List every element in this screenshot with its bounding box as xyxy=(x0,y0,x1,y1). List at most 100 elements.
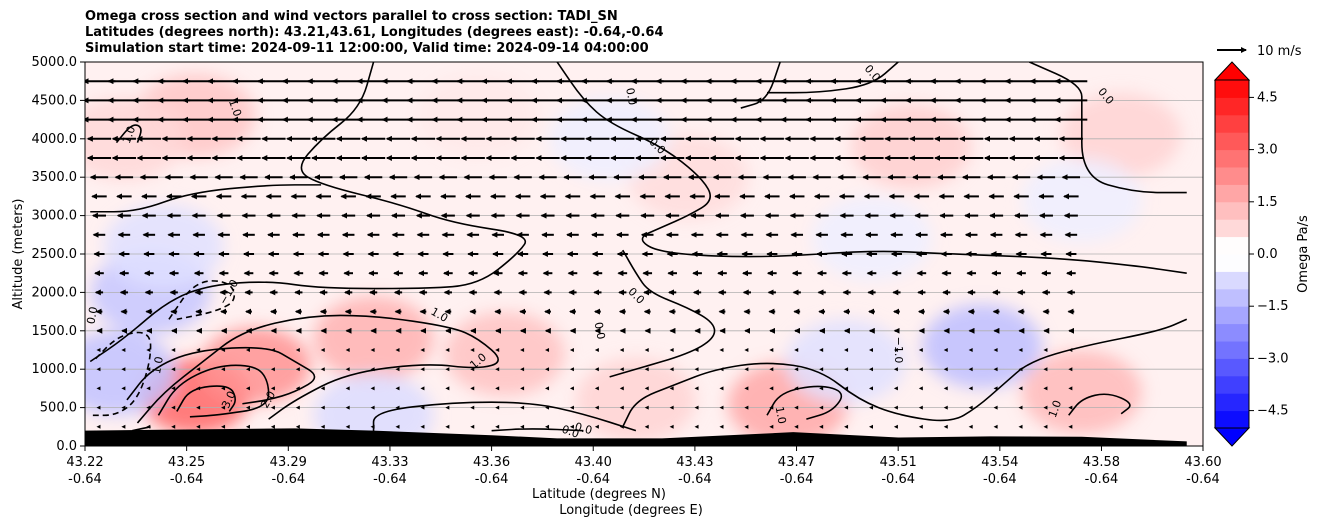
wind-vector xyxy=(719,424,724,429)
wind-vector xyxy=(121,386,126,391)
wind-vector xyxy=(470,367,475,372)
colorbar-tick-label: 1.5 xyxy=(1257,195,1278,210)
colorbar-tick-label: 0.0 xyxy=(1257,247,1278,262)
x-tick-label-lon: -0.64 xyxy=(271,472,305,487)
wind-vector xyxy=(221,424,226,429)
wind-vector xyxy=(345,405,350,410)
wind-vector xyxy=(545,424,550,429)
wind-vector xyxy=(121,367,126,372)
x-tick-label-lon: -0.64 xyxy=(983,472,1017,487)
wind-vector xyxy=(719,405,724,410)
colorbar-tick-label: 3.0 xyxy=(1257,143,1278,158)
wind-vector xyxy=(644,424,649,429)
wind-vector xyxy=(295,386,300,391)
colorbar-segment xyxy=(1215,236,1249,255)
wind-vector xyxy=(320,424,325,429)
wind-vector xyxy=(270,386,275,391)
wind-vector xyxy=(819,405,824,410)
wind-vector xyxy=(769,424,774,429)
omega-region xyxy=(1021,158,1142,243)
y-axis-ticks: 0.0 500.0 1000.0 1500.0 2000.0 2500.0 3000.0 35… xyxy=(32,55,85,454)
colorbar-segment xyxy=(1215,97,1249,116)
wind-vector xyxy=(744,386,749,391)
contour-line xyxy=(89,62,527,363)
wind-vector xyxy=(968,424,973,429)
wind-vector xyxy=(221,348,226,352)
colorbar-extend-top xyxy=(1213,61,1251,81)
wind-vector xyxy=(719,367,724,372)
wind-vector xyxy=(1018,405,1023,410)
wind-vectors xyxy=(85,78,1088,429)
wind-vector xyxy=(96,386,101,391)
contour-line xyxy=(491,428,584,432)
wind-vector xyxy=(719,386,724,391)
wind-vector xyxy=(196,405,201,410)
wind-vector xyxy=(245,367,250,372)
x-axis-ticks: 43.22 -0.64 43.25 -0.64 43.29 -0.64 43.33 -0.64… xyxy=(66,446,1222,487)
wind-vector xyxy=(146,424,151,429)
contour-line xyxy=(126,346,316,405)
wind-vector xyxy=(171,348,176,352)
wind-vector xyxy=(146,386,151,391)
wind-vector xyxy=(96,405,101,410)
wind-vector xyxy=(1043,367,1048,372)
wind-vector xyxy=(794,386,799,391)
wind-vector xyxy=(395,367,400,372)
wind-vector xyxy=(844,386,849,391)
wind-vector xyxy=(345,424,350,429)
wind-vector xyxy=(245,348,250,352)
wind-vector xyxy=(295,424,300,429)
wind-vector xyxy=(844,424,849,429)
colorbar-segment xyxy=(1215,114,1249,133)
wind-vector xyxy=(245,424,250,429)
wind-vector xyxy=(993,367,998,372)
wind-vector xyxy=(893,424,898,429)
x-tick-label-lat: 43.22 xyxy=(66,455,103,470)
wind-vector xyxy=(644,405,649,410)
colorbar-extend-bottom xyxy=(1213,427,1251,447)
wind-vector xyxy=(395,386,400,391)
wind-vector xyxy=(644,348,649,352)
wind-vector xyxy=(345,367,350,372)
wind-vector xyxy=(295,348,300,352)
wind-vector xyxy=(320,386,325,391)
colorbar-tick-label: −4.5 xyxy=(1257,404,1289,419)
wind-vector xyxy=(420,405,425,410)
colorbar-segment xyxy=(1215,149,1249,168)
x-tick-label-lon: -0.64 xyxy=(576,472,610,487)
wind-vector xyxy=(569,405,574,410)
wind-vector xyxy=(619,386,624,391)
wind-vector xyxy=(1018,348,1023,352)
wind-vector xyxy=(594,405,599,410)
x-tick-label-lat: 43.29 xyxy=(270,455,307,470)
contour-label: 1.0 xyxy=(226,97,244,118)
wind-vector xyxy=(769,405,774,410)
omega-region xyxy=(575,357,696,442)
wind-vector xyxy=(968,367,973,372)
wind-vector xyxy=(221,367,226,372)
wind-vector xyxy=(370,386,375,391)
wind-vector xyxy=(868,386,873,391)
wind-vector xyxy=(619,405,624,410)
x-tick-label-lon: -0.64 xyxy=(373,472,407,487)
colorbar-segment xyxy=(1215,323,1249,342)
wind-vector xyxy=(420,386,425,391)
chart-title: Omega cross section and wind vectors par… xyxy=(85,9,664,56)
wind-vector xyxy=(270,367,275,372)
contour-label: 1.0 xyxy=(150,356,166,375)
omega-region xyxy=(418,73,539,158)
y-tick-label: 3500.0 xyxy=(32,170,78,185)
wind-vector xyxy=(445,405,450,410)
x-tick-label-lat: 43.36 xyxy=(473,455,510,470)
wind-vector xyxy=(569,348,574,352)
colorbar-segment xyxy=(1215,271,1249,290)
colorbar: 4.5 3.0 1.5 0.0 −1.5 −3.0 −4.5 xyxy=(1213,61,1289,447)
wind-vector xyxy=(844,367,849,372)
wind-vector xyxy=(868,367,873,372)
wind-vector xyxy=(196,367,201,372)
wind-vector xyxy=(121,424,126,429)
wind-vector xyxy=(1043,405,1048,410)
wind-vector xyxy=(569,386,574,391)
wind-vector xyxy=(470,348,475,352)
wind-vector xyxy=(470,405,475,410)
